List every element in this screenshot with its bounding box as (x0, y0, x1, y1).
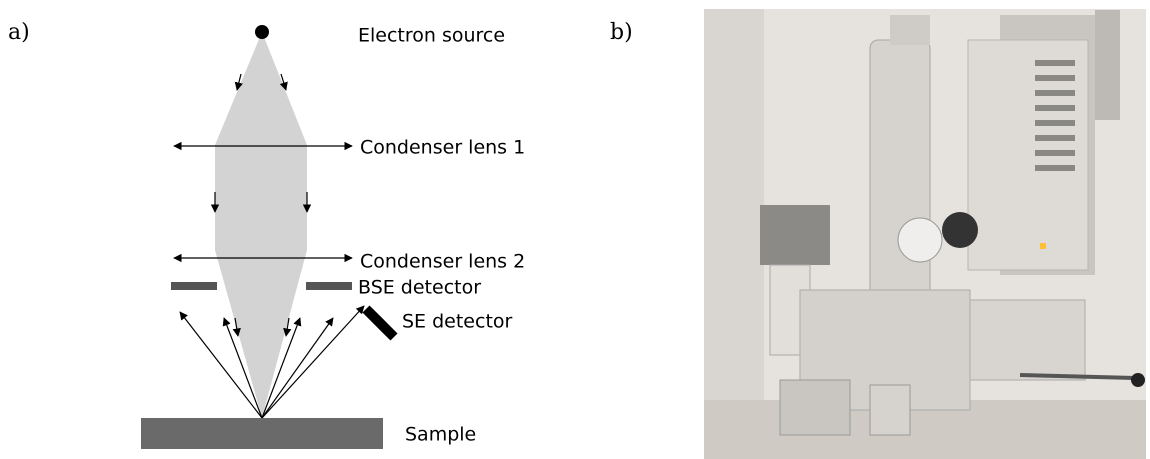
label: BSE detector (358, 277, 481, 299)
photo (704, 9, 1146, 459)
label: SE detector (402, 311, 513, 333)
panel-label: a) (8, 20, 30, 45)
panel-label: b) (610, 20, 633, 45)
electron-source (255, 25, 269, 39)
bse-detector (306, 282, 352, 290)
se-detector (362, 305, 398, 341)
scatter-rays (179, 305, 365, 419)
sample (141, 418, 383, 449)
beam (215, 32, 307, 418)
label: Condenser lens 1 (360, 137, 525, 159)
label: Condenser lens 2 (360, 251, 525, 273)
bse-detector (171, 282, 217, 290)
label: Electron source (358, 25, 505, 47)
beam-arrows (210, 73, 312, 337)
label: Sample (405, 424, 476, 446)
